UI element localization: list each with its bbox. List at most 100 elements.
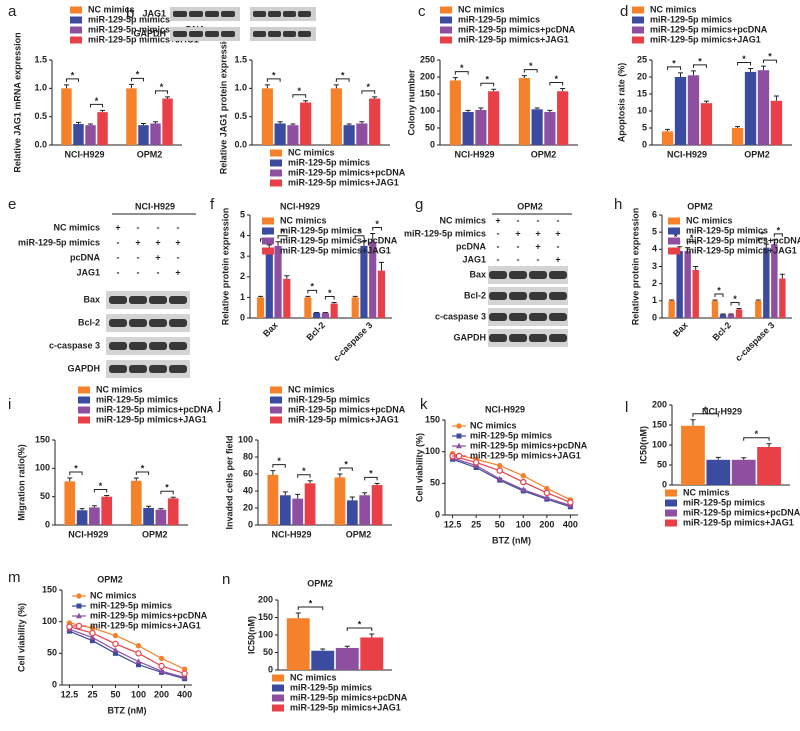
blot-band <box>149 296 167 304</box>
legend-swatch <box>668 247 680 255</box>
y-tick-label: 80 <box>243 451 253 461</box>
marker <box>135 650 142 657</box>
bar <box>684 251 691 318</box>
band-label: Bcl-2 <box>464 290 486 300</box>
blot-band <box>283 31 296 37</box>
y-tick-label: 50 <box>40 491 50 501</box>
y-tick-label: 40 <box>243 485 253 495</box>
x-tick-label: 200 <box>154 689 169 699</box>
bar <box>130 480 142 525</box>
y-tick-label: 50 <box>263 647 273 657</box>
error-bar <box>560 88 566 92</box>
marker <box>455 452 463 460</box>
significance-label: * <box>160 82 164 92</box>
error-bar <box>75 121 81 125</box>
legend-label: miR-129-5p mimics <box>280 225 362 235</box>
legend-label: miR-129-5p mimics <box>458 14 540 24</box>
significance-bracket <box>93 489 108 493</box>
y-axis-label: Relative protein expression <box>630 208 640 326</box>
y-tick-label: 100 <box>420 105 435 115</box>
panel-label: m <box>8 569 21 586</box>
bar <box>346 500 358 525</box>
blot-band <box>129 319 147 327</box>
legend-label: miR-129-5p mimics+pcDNA <box>683 507 800 517</box>
bar <box>531 109 543 145</box>
error-bar <box>361 241 367 246</box>
y-tick-label: 1.5 <box>234 54 247 64</box>
marker <box>496 475 503 482</box>
chart-title: NCI-H929 <box>485 404 525 414</box>
x-tick-label: 400 <box>177 689 192 699</box>
error-bar <box>703 100 709 104</box>
blot-band <box>529 292 547 300</box>
blot-band <box>253 11 266 17</box>
blot-band <box>189 31 203 37</box>
error-bar <box>295 493 301 499</box>
condition-sign: + <box>175 267 180 277</box>
y-axis-label: Invaded cells per field <box>224 435 234 529</box>
panel-label: b <box>126 5 134 22</box>
blot-band <box>169 319 187 327</box>
legend-label: NC mimics <box>683 487 730 497</box>
legend-swatch <box>665 509 677 517</box>
bar <box>692 269 699 318</box>
panel-label: d <box>620 3 628 20</box>
x-tick-label: 50 <box>110 689 120 699</box>
blot-background <box>488 329 568 347</box>
error-bar <box>349 496 355 501</box>
bar <box>274 123 286 145</box>
significance-bracket <box>307 289 318 294</box>
condition-sign: + <box>175 237 180 247</box>
legend-swatch <box>262 217 274 225</box>
bar <box>661 131 674 145</box>
blot-band <box>489 313 507 321</box>
legend-swatch <box>270 149 282 157</box>
bar <box>343 125 355 145</box>
chart-title: OPM2 <box>307 578 333 588</box>
legend-label: miR-129-5p mimics+JAG1 <box>288 414 399 424</box>
bar <box>359 495 371 525</box>
chart-title: NCI-H929 <box>280 201 320 211</box>
bar <box>155 509 167 525</box>
marker <box>76 593 82 599</box>
blot-band <box>549 334 567 342</box>
y-tick-label: 0.0 <box>234 139 247 149</box>
y-tick-label: 150 <box>420 88 435 98</box>
marker <box>181 670 188 677</box>
significance-label: * <box>298 86 302 96</box>
error-bar <box>685 247 691 252</box>
bar <box>681 425 705 485</box>
x-tick-label: OPM2 <box>346 529 372 539</box>
error-bar <box>290 123 296 126</box>
marker <box>158 655 165 662</box>
significance-label: * <box>690 233 694 243</box>
legend-label: miR-129-5p mimics <box>288 394 370 404</box>
significance-bracket <box>354 235 365 239</box>
bar <box>488 91 500 145</box>
bar <box>706 459 731 485</box>
bar <box>763 247 770 318</box>
legend-swatch <box>272 694 284 702</box>
bar <box>719 314 727 318</box>
significance-bracket <box>364 476 378 481</box>
error-bar <box>270 470 276 475</box>
marker <box>456 423 462 429</box>
legend-swatch <box>272 704 284 712</box>
significance-bracket <box>65 78 79 82</box>
marker <box>89 629 96 637</box>
panel-label: h <box>614 196 622 213</box>
marker <box>112 640 119 648</box>
series-line <box>69 622 185 670</box>
bar <box>138 125 149 145</box>
significance-bracket <box>523 69 538 73</box>
y-tick-label: 100 <box>258 629 273 639</box>
bar <box>334 477 346 525</box>
legend-label: NC mimics <box>650 4 697 14</box>
blot-band <box>489 292 507 300</box>
condition-sign: + <box>115 222 120 232</box>
y-tick-label: 4 <box>240 230 245 240</box>
blot-label: JAG1 <box>142 8 166 18</box>
legend-swatch <box>668 227 680 235</box>
x-tick-label: 12.5 <box>444 519 462 529</box>
blot-background <box>488 266 568 284</box>
